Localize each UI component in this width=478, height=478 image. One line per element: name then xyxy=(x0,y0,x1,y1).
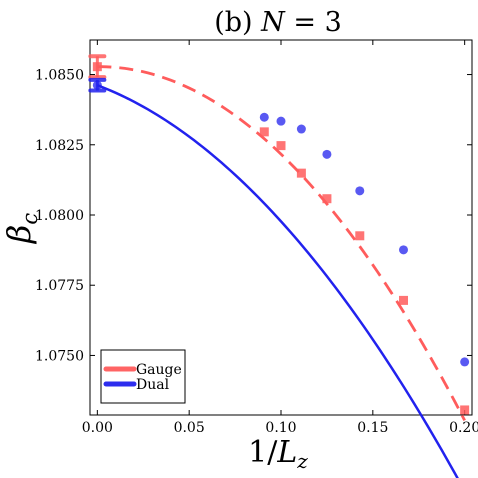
extrapolated-point-gauge xyxy=(92,62,102,72)
data-point-gauge xyxy=(322,194,332,204)
data-point-dual xyxy=(276,116,286,126)
data-point-dual xyxy=(398,245,408,255)
x-tick-label: 0.15 xyxy=(357,420,388,436)
series-gauge xyxy=(88,54,470,422)
y-tick-label: 1.0750 xyxy=(35,348,84,364)
legend-label-dual: Dual xyxy=(136,377,170,393)
y-tick-label: 1.0825 xyxy=(35,138,84,154)
data-point-dual xyxy=(296,124,306,134)
data-point-gauge xyxy=(355,231,365,241)
x-tick-label: 0.00 xyxy=(82,420,113,436)
data-point-dual xyxy=(460,357,470,367)
data-point-dual xyxy=(259,112,269,122)
series-dual xyxy=(88,77,470,478)
data-point-gauge xyxy=(460,405,470,415)
extrapolated-point-dual xyxy=(92,80,102,90)
y-tick-label: 1.0850 xyxy=(35,68,84,84)
legend-label-gauge: Gauge xyxy=(136,362,182,378)
x-tick-label: 0.10 xyxy=(265,420,296,436)
legend: Gauge Dual xyxy=(100,349,186,404)
x-tick-label: 0.20 xyxy=(449,420,478,436)
data-point-dual xyxy=(355,186,365,196)
y-axis: 1.0750 1.0775 1.0800 1.0825 1.0850 xyxy=(35,68,472,364)
y-axis-title: βc xyxy=(0,213,42,245)
legend-box xyxy=(100,349,186,404)
fit-curve-dual xyxy=(96,84,459,478)
data-point-gauge xyxy=(259,127,269,137)
y-tick-label: 1.0775 xyxy=(35,278,84,294)
x-tick-label: 0.05 xyxy=(174,420,205,436)
fit-curve-gauge xyxy=(97,65,466,422)
x-axis: 0.00 0.05 0.10 0.15 0.20 xyxy=(82,40,478,436)
data-point-gauge xyxy=(276,141,286,151)
data-point-dual xyxy=(322,149,332,159)
y-tick-label: 1.0800 xyxy=(35,208,84,224)
data-point-gauge xyxy=(398,295,408,305)
data-point-gauge xyxy=(296,168,306,178)
chart-title: (b) N = 3 xyxy=(214,7,342,38)
series-layer xyxy=(88,54,470,478)
x-axis-title: 1/Lz xyxy=(248,435,308,473)
